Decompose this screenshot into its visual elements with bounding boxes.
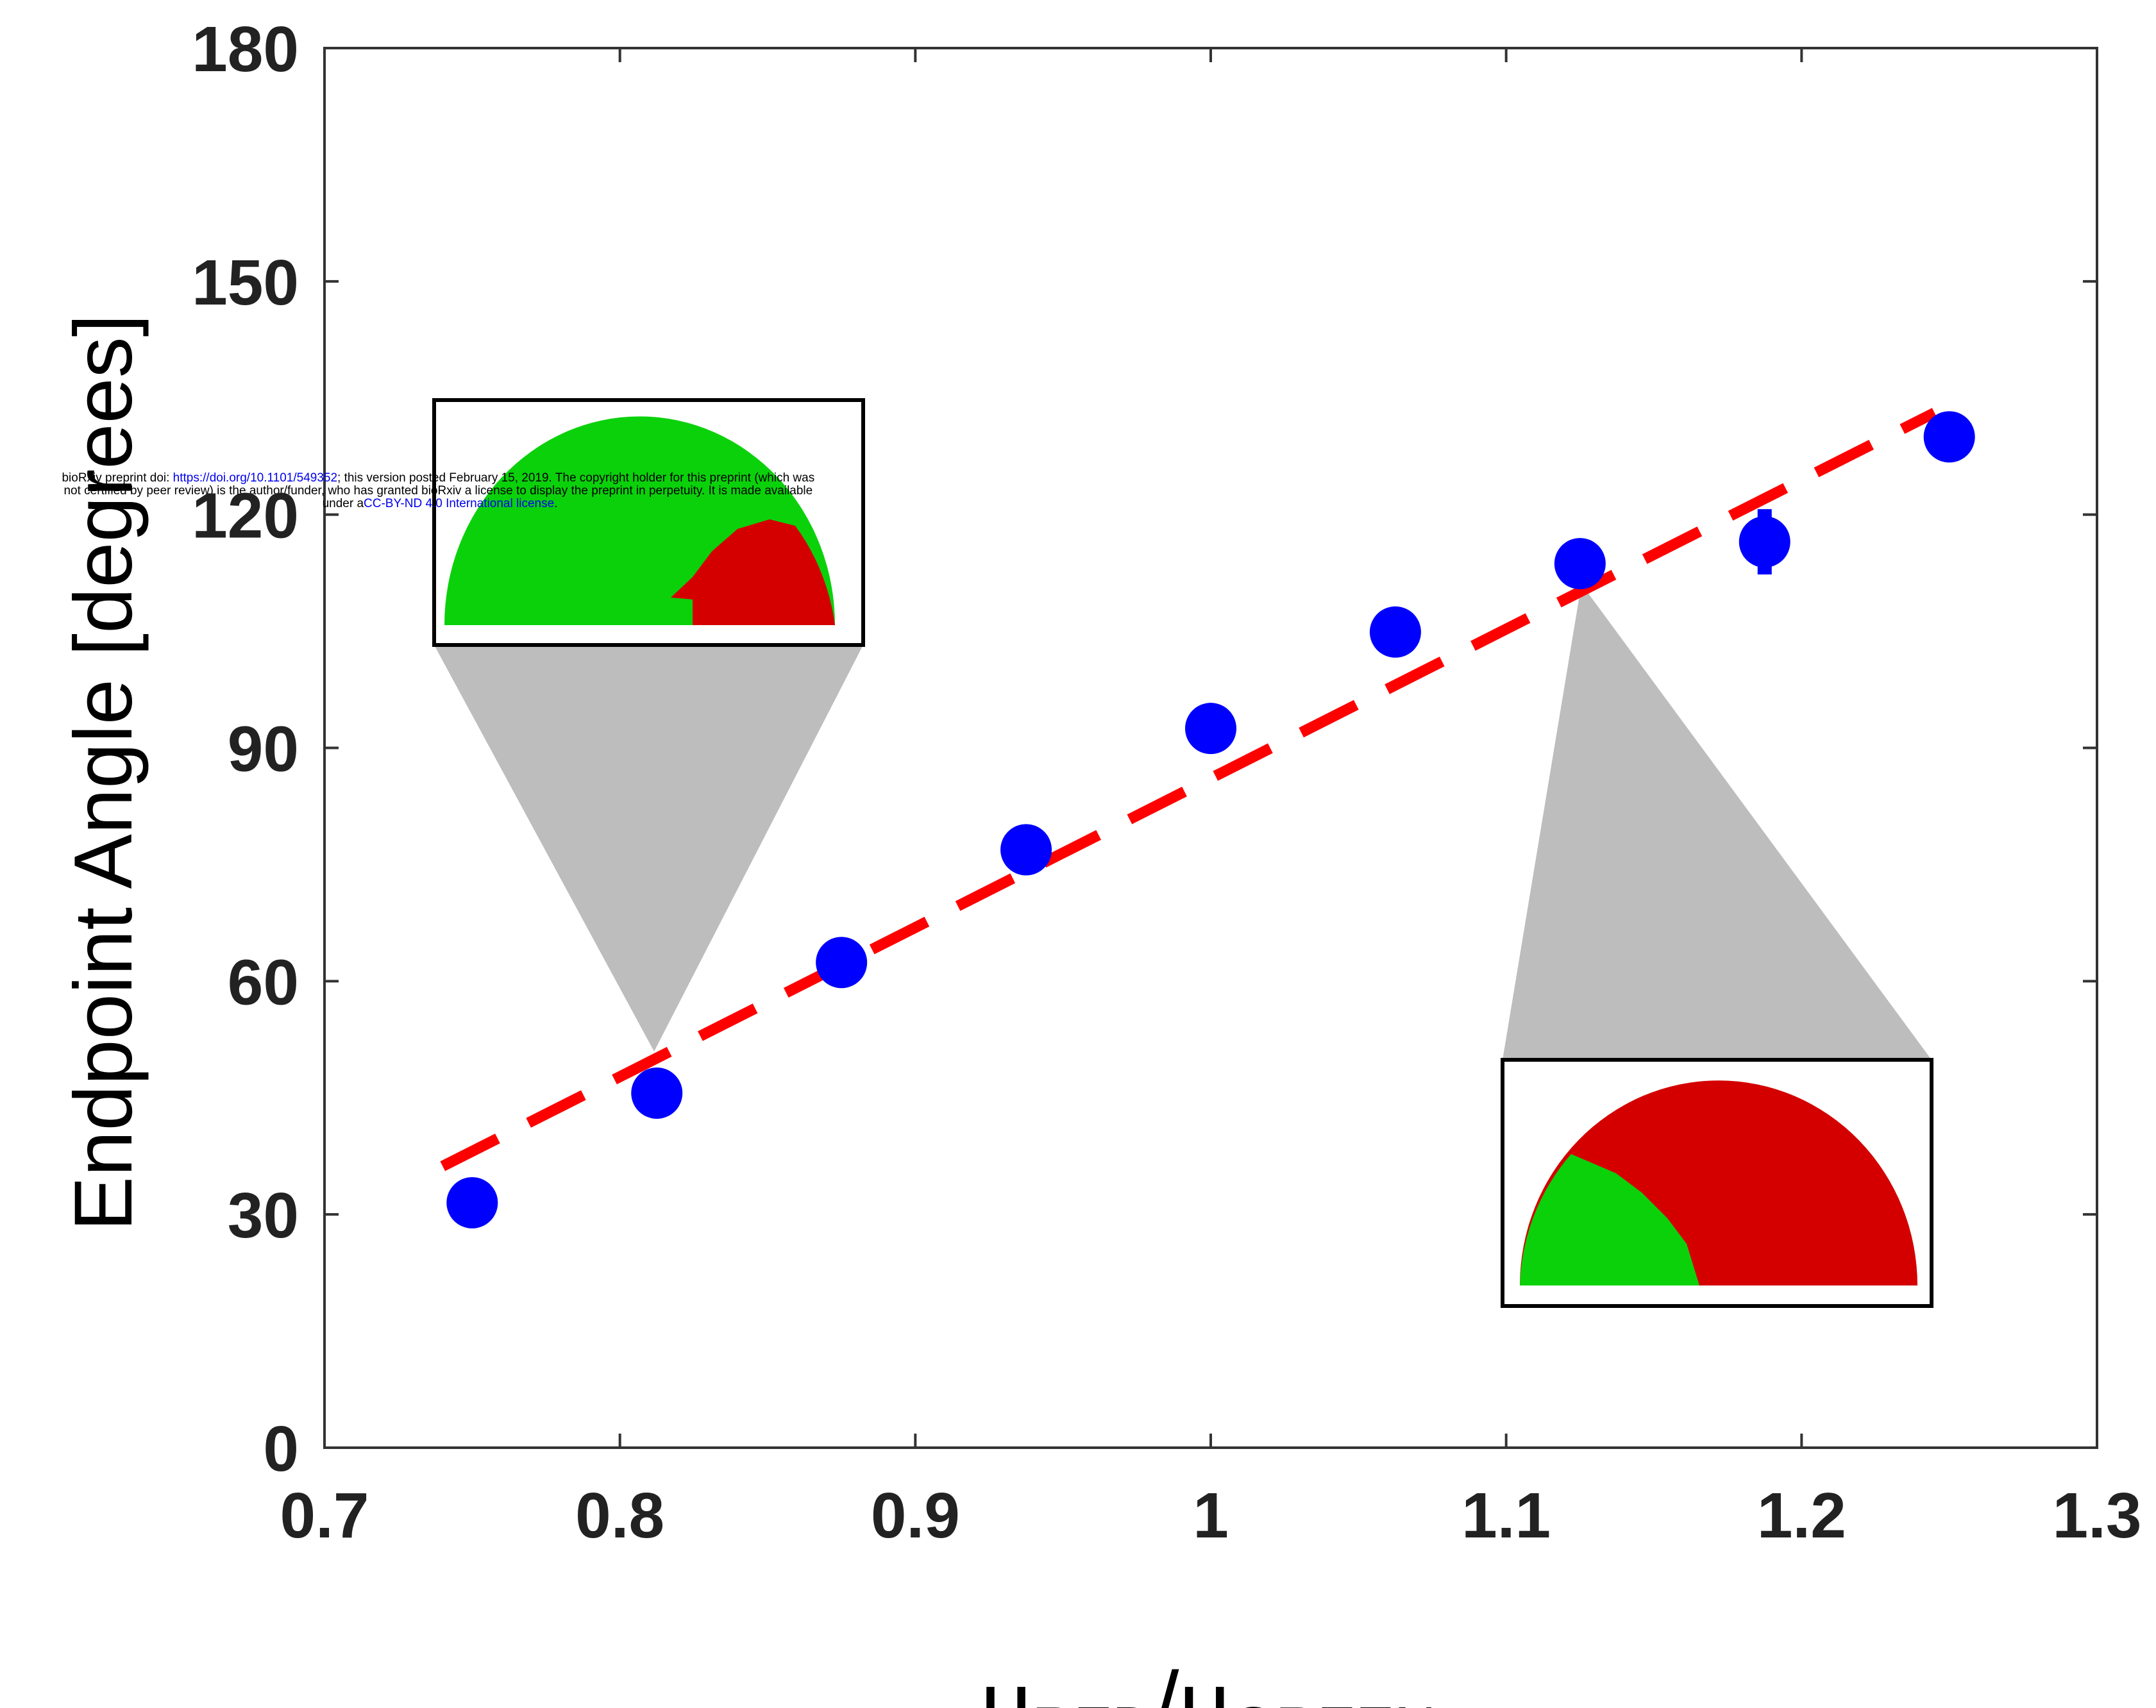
x-tick-label: 1.3 [2052, 1480, 2141, 1552]
insets [432, 398, 1933, 1308]
point [446, 1176, 498, 1228]
point [1739, 516, 1790, 568]
notice-text: not certified by peer review) is the aut… [63, 484, 813, 498]
y-tick-label: 120 [192, 480, 299, 552]
y-tick-label: 0 [263, 1413, 299, 1485]
notice-text: under a [323, 497, 364, 510]
y-tick-label: 60 [228, 946, 299, 1018]
x-tick-label: 0.9 [871, 1480, 960, 1552]
notice-link: https://doi.org/10.1101/549352 [173, 471, 337, 485]
x-label-part: GREEN [1231, 1696, 1436, 1708]
y-tick-label: 90 [228, 714, 299, 785]
x-label-part: μ [981, 1653, 1032, 1708]
fit-line [440, 408, 1937, 1171]
x-tick-label: 0.7 [280, 1480, 369, 1552]
preprint-notice: bioRxiv preprint doi: https://doi.org/10… [62, 471, 818, 510]
notice-link: CC-BY-ND 4.0 International license [364, 497, 554, 510]
x-label-part: /μ [1154, 1653, 1231, 1708]
point [1923, 411, 1975, 463]
point [1185, 703, 1236, 755]
x-tick-label: 1 [1193, 1480, 1229, 1552]
inset-green [1520, 1154, 1699, 1285]
y-tick-label: 180 [192, 13, 299, 85]
point [631, 1067, 683, 1119]
x-tick-label: 1.1 [1461, 1480, 1551, 1552]
y-axis-label: Endpoint Angle [degrees] [58, 314, 149, 1231]
point [816, 937, 868, 989]
notice-text: ; this version posted February 15, 2019.… [337, 471, 814, 485]
y-tick-label: 30 [228, 1180, 299, 1252]
x-tick-label: 0.8 [575, 1480, 664, 1552]
notice-text: bioRxiv preprint doi: [62, 471, 173, 485]
point [1000, 824, 1052, 876]
point [1369, 606, 1421, 658]
zoom-wedge [1503, 584, 1932, 1060]
notice-text: . [554, 497, 557, 510]
zoom-wedge [434, 645, 863, 1051]
x-axis-label: μRED/μGREEN [981, 1653, 1436, 1708]
x-tick-label: 1.2 [1757, 1480, 1846, 1552]
x-label-part: RED [1032, 1696, 1154, 1708]
point [1554, 538, 1606, 590]
inset-red [671, 519, 835, 625]
y-tick-label: 150 [192, 247, 299, 319]
